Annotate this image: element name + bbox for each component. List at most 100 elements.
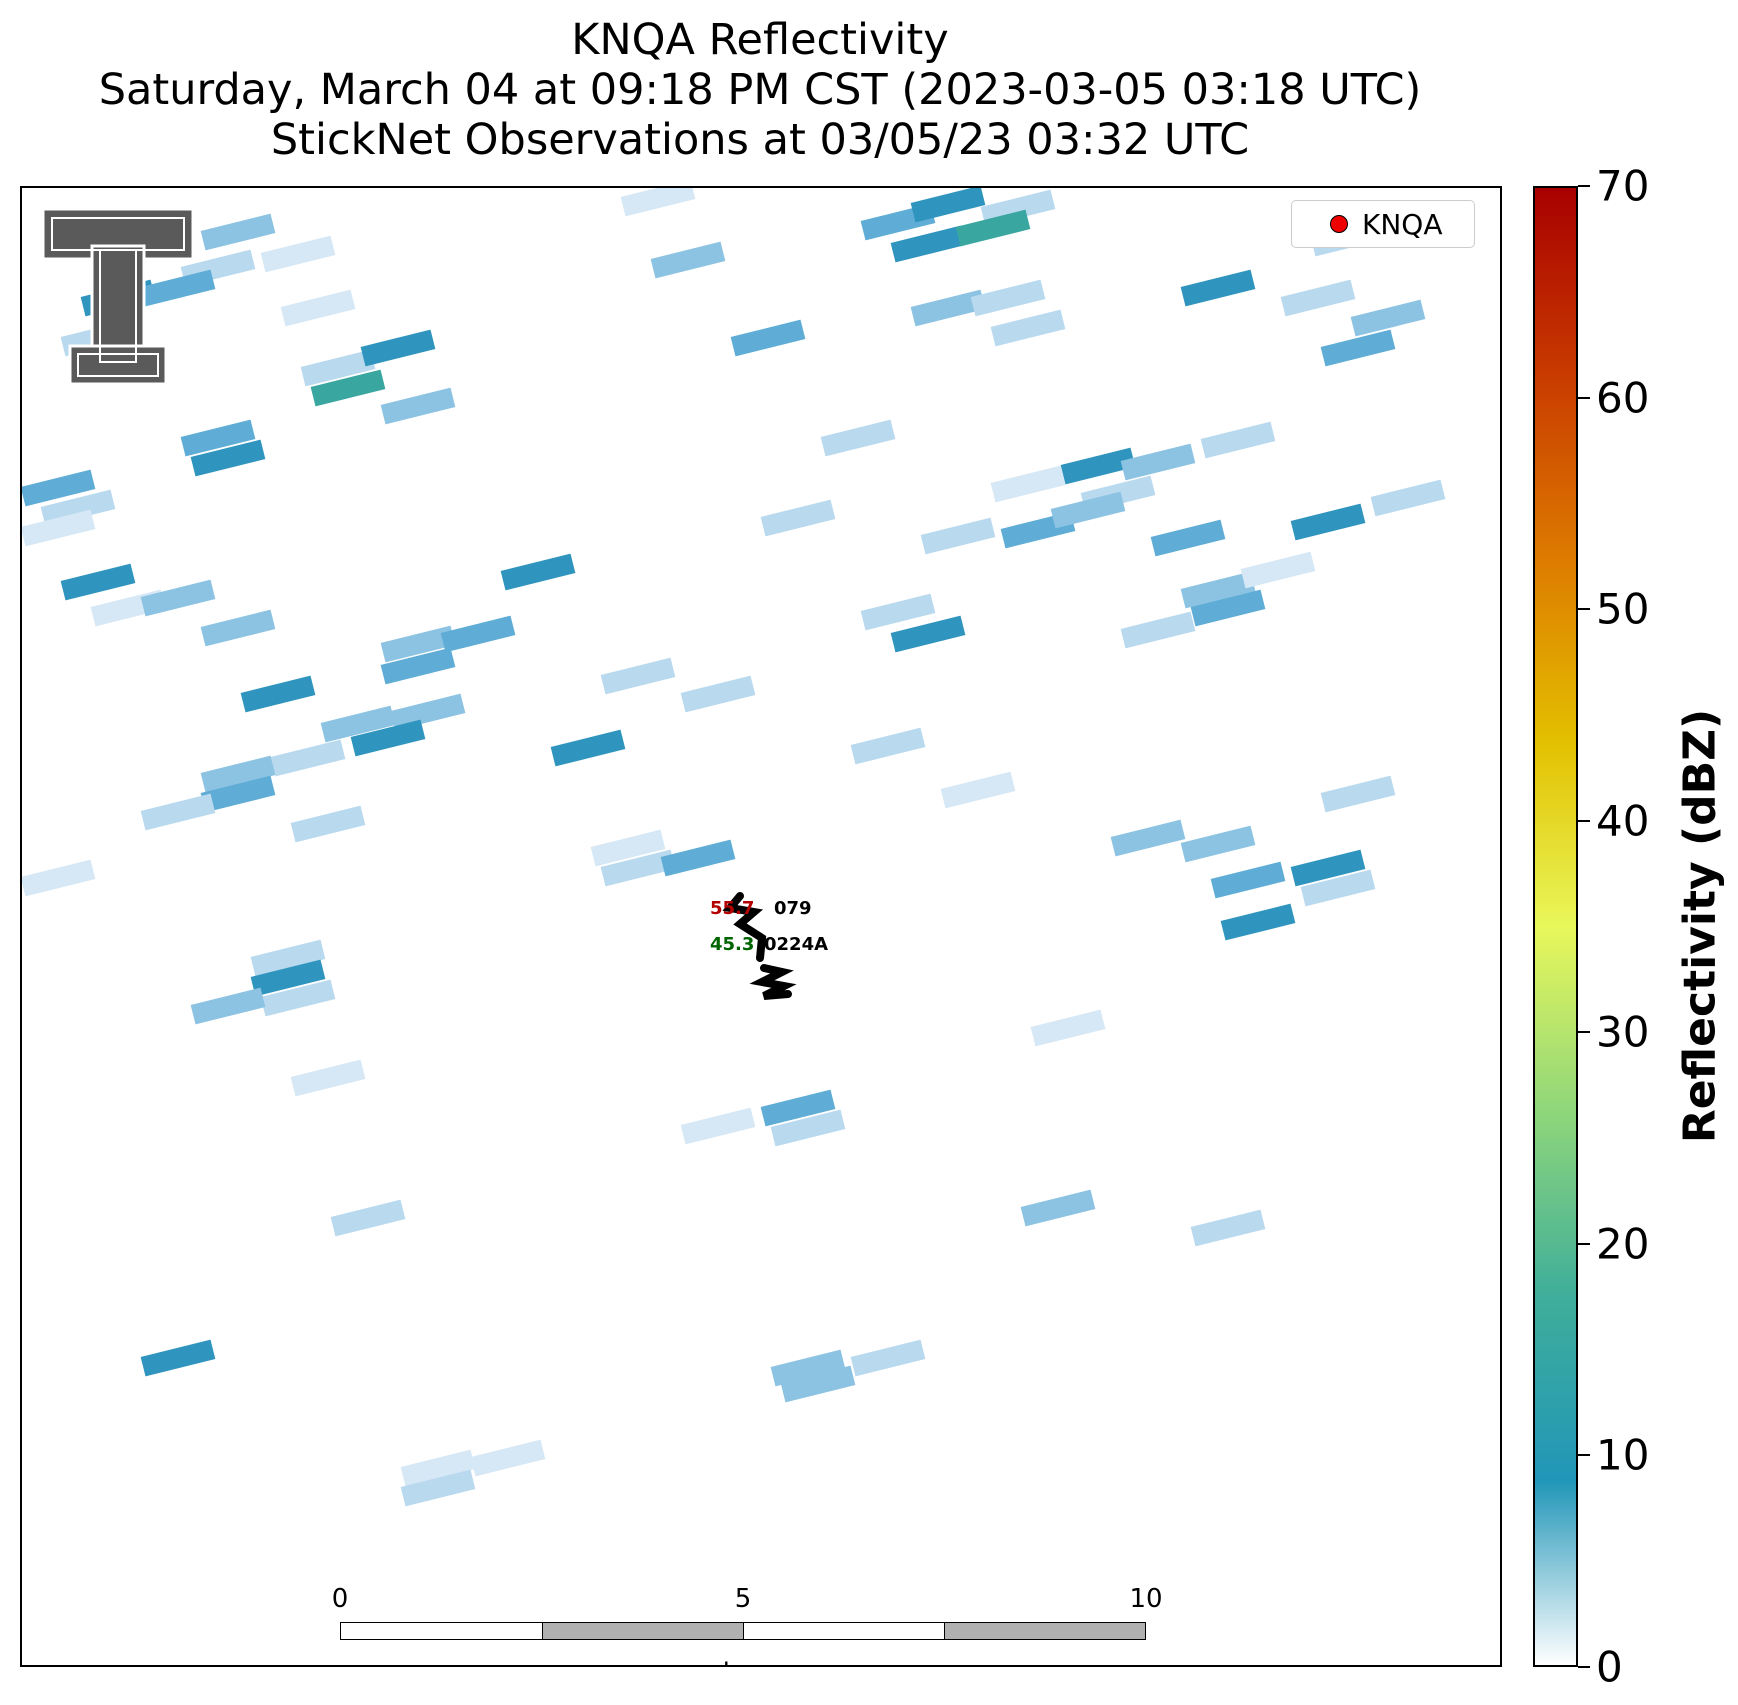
scale-segment xyxy=(944,1622,1146,1640)
reflectivity-gate xyxy=(400,1449,476,1487)
title-line-2: Saturday, March 04 at 09:18 PM CST (2023… xyxy=(98,65,1422,115)
reflectivity-gate xyxy=(650,241,726,279)
scale-segment xyxy=(542,1622,744,1640)
reflectivity-gate xyxy=(40,489,116,527)
reflectivity-gate xyxy=(850,727,926,765)
reflectivity-gate xyxy=(1280,279,1356,317)
reflectivity-gate xyxy=(190,439,266,477)
reflectivity-gate xyxy=(1020,1189,1096,1227)
reflectivity-gate xyxy=(1200,421,1276,459)
reflectivity-gate xyxy=(470,1439,546,1477)
reflectivity-gate xyxy=(770,1109,846,1147)
radar-marker-icon xyxy=(1330,215,1348,233)
colorbar-tick-mark xyxy=(1578,1666,1590,1668)
reflectivity-gate xyxy=(300,349,376,387)
reflectivity-gate xyxy=(360,329,436,367)
reflectivity-gate xyxy=(760,499,836,537)
reflectivity-gate xyxy=(22,509,96,547)
reflectivity-gate xyxy=(940,771,1016,809)
colorbar-tick-label: 10 xyxy=(1596,1430,1650,1480)
scale-bar: 0 5 10 km xyxy=(332,1584,1163,1665)
reflectivity-gate xyxy=(1120,443,1196,481)
reflectivity-gate xyxy=(22,859,96,897)
reflectivity-gate xyxy=(910,289,986,327)
reflectivity-gate xyxy=(1190,1209,1266,1247)
reflectivity-gate xyxy=(440,615,516,653)
station-dewpoint: 45.3 xyxy=(710,934,755,955)
wind-barb-icon xyxy=(722,892,797,1000)
reflectivity-gate xyxy=(180,419,256,457)
reflectivity-gate xyxy=(860,593,936,631)
colorbar-tick-mark xyxy=(1578,608,1590,611)
station-temperature: 55.7 xyxy=(710,898,755,919)
colorbar-tick-label: 40 xyxy=(1596,796,1650,846)
scale-unit: km xyxy=(723,1658,763,1665)
reflectivity-gate xyxy=(730,319,806,357)
reflectivity-gate xyxy=(1190,589,1266,627)
reflectivity-gate xyxy=(1150,519,1226,557)
scale-segment xyxy=(340,1622,543,1640)
station-id-bottom: 0224A xyxy=(764,934,829,955)
reflectivity-gate xyxy=(1060,447,1136,485)
reflectivity-gate xyxy=(140,793,216,831)
colorbar-tick-mark xyxy=(1578,185,1590,187)
colorbar-tick-mark xyxy=(1578,396,1590,399)
title-line-3: StickNet Observations at 03/05/23 03:32 … xyxy=(270,115,1250,165)
reflectivity-gate xyxy=(200,213,276,251)
colorbar-tick-label: 30 xyxy=(1596,1007,1650,1057)
reflectivity-gate xyxy=(990,309,1066,347)
reflectivity-gate xyxy=(1180,269,1256,307)
map-legend: KNQA xyxy=(1291,200,1475,248)
reflectivity-gate xyxy=(140,269,216,307)
reflectivity-gate xyxy=(320,705,396,743)
legend-label: KNQA xyxy=(1362,207,1443,241)
reflectivity-gate xyxy=(850,1339,926,1377)
reflectivity-gate xyxy=(400,1469,476,1507)
reflectivity-gate xyxy=(380,625,456,663)
colorbar-tick-mark xyxy=(1578,1031,1590,1034)
radar-map[interactable]: KNQA 55.7 079 45.3 0224A 0 5 10 km xyxy=(20,186,1502,1667)
reflectivity-gate xyxy=(1050,491,1126,529)
reflectivity-gate xyxy=(550,729,626,767)
colorbar xyxy=(1533,186,1578,1667)
reflectivity-gate xyxy=(920,517,996,555)
reflectivity-gate xyxy=(1300,869,1376,907)
reflectivity-gate xyxy=(380,647,456,685)
reflectivity-gate xyxy=(1120,611,1196,649)
reflectivity-gate xyxy=(60,563,136,601)
reflectivity-gate xyxy=(260,235,336,273)
reflectivity-gate xyxy=(1110,819,1186,857)
reflectivity-gate xyxy=(310,369,386,407)
reflectivity-gate xyxy=(1240,551,1316,589)
scale-tick: 5 xyxy=(734,1584,752,1614)
reflectivity-gate xyxy=(1370,479,1446,517)
reflectivity-gate xyxy=(990,465,1066,503)
reflectivity-gate xyxy=(380,387,456,425)
reflectivity-gate xyxy=(970,279,1046,317)
title-line-1: KNQA Reflectivity xyxy=(571,15,949,65)
reflectivity-gate xyxy=(1320,329,1396,367)
colorbar-tick-label: 70 xyxy=(1596,161,1650,211)
reflectivity-gate xyxy=(680,675,756,713)
reflectivity-gate xyxy=(200,609,276,647)
reflectivity-gate xyxy=(600,657,676,695)
colorbar-tick-mark xyxy=(1578,819,1590,822)
reflectivity-gate xyxy=(290,805,366,843)
reflectivity-gate xyxy=(660,839,736,877)
reflectivity-gate xyxy=(280,289,356,327)
texas-tech-logo xyxy=(41,207,195,386)
station-id-top: 079 xyxy=(774,898,812,919)
reflectivity-gate xyxy=(760,1089,836,1127)
reflectivity-gate xyxy=(1290,503,1366,541)
reflectivity-gate xyxy=(600,849,676,887)
reflectivity-gate xyxy=(1030,1009,1106,1047)
reflectivity-gate xyxy=(22,469,96,507)
scale-tick: 0 xyxy=(331,1584,349,1614)
scale-tick: 10 xyxy=(1129,1584,1163,1614)
reflectivity-gate xyxy=(620,188,696,217)
reflectivity-gate xyxy=(680,1107,756,1145)
reflectivity-gate xyxy=(1180,571,1256,609)
scale-segment xyxy=(743,1622,945,1640)
colorbar-tick-mark xyxy=(1578,1454,1590,1457)
reflectivity-gate xyxy=(140,1339,216,1377)
